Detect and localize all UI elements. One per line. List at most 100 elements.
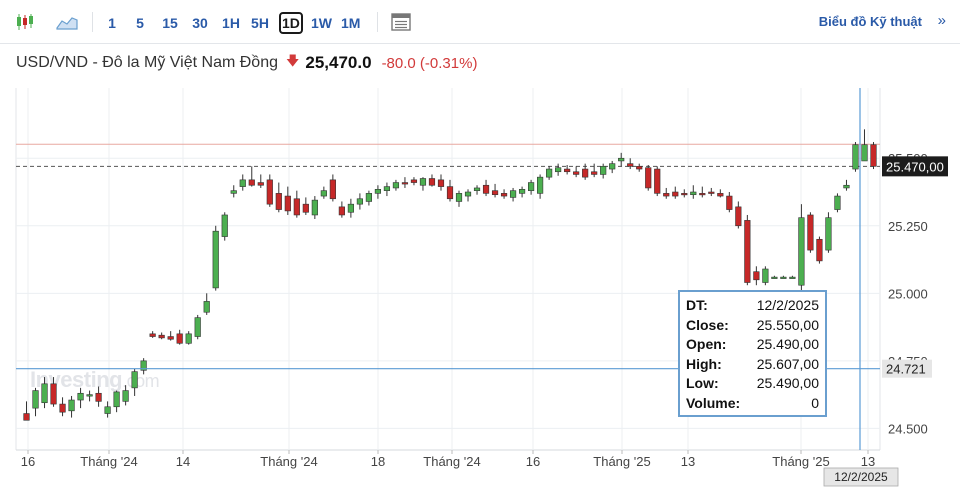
candle — [239, 174, 246, 191]
tooltip-value: 25.490,00 — [756, 375, 819, 392]
candle-body — [239, 179, 246, 187]
candle — [257, 174, 264, 188]
candle-body — [365, 193, 372, 202]
timeframe-30[interactable]: 30 — [192, 15, 208, 31]
candle-body — [609, 163, 616, 170]
candle — [419, 177, 427, 191]
timeframe-1w[interactable]: 1W — [311, 15, 332, 31]
grid-settings-icon[interactable] — [388, 10, 414, 34]
technical-chart-link[interactable]: Biểu đồ Kỹ thuật — [818, 14, 922, 29]
candle — [636, 163, 643, 172]
candle — [248, 166, 255, 187]
candle — [708, 187, 715, 197]
tooltip-value: 12/2/2025 — [756, 297, 819, 313]
candle — [843, 179, 850, 191]
candle — [194, 314, 201, 340]
candle-body — [627, 163, 634, 167]
crosshair-price-label: 24.721 — [886, 362, 926, 377]
timeframe-1m[interactable]: 1M — [341, 15, 361, 31]
candle — [645, 164, 652, 191]
candle — [365, 190, 372, 206]
candle — [212, 225, 219, 291]
candle — [104, 401, 111, 418]
candlestick-icon[interactable] — [12, 10, 38, 34]
candle — [473, 185, 481, 195]
candle — [347, 198, 354, 218]
tooltip-value: 25.490,00 — [756, 336, 819, 353]
candle-body — [708, 191, 715, 194]
candle-body — [401, 182, 409, 185]
candle — [221, 212, 228, 241]
candle-body — [681, 193, 688, 196]
tooltip-value: 25.550,00 — [756, 316, 819, 333]
candle — [113, 390, 120, 413]
candle-body — [600, 166, 607, 175]
x-tick-label: 14 — [176, 454, 190, 469]
y-tick-label: 25.000 — [888, 286, 928, 301]
candle — [816, 236, 823, 264]
last-price: 25,470.0 — [305, 53, 372, 72]
candle-body — [843, 184, 850, 189]
double-chevron-right-icon[interactable]: » — [937, 12, 946, 29]
timeframe-1h[interactable]: 1H — [222, 15, 240, 31]
candle-body — [59, 403, 66, 413]
timeframe-5[interactable]: 5 — [136, 15, 144, 31]
candle-body — [176, 333, 183, 344]
candle-body — [690, 191, 697, 196]
candle — [852, 142, 859, 172]
candle — [573, 166, 580, 178]
crosshair-price-box — [882, 359, 932, 378]
candle — [95, 386, 102, 407]
candle-body — [482, 184, 490, 194]
candle-body — [528, 182, 535, 191]
candle — [32, 387, 39, 417]
candle-body — [564, 168, 571, 173]
candle-body — [726, 195, 733, 210]
candle — [50, 377, 57, 407]
candle-body — [293, 198, 300, 216]
timeframe-15[interactable]: 15 — [162, 15, 178, 31]
candle-body — [762, 268, 769, 283]
candle-body — [555, 167, 562, 173]
candle-body — [546, 168, 553, 178]
candle — [203, 293, 210, 315]
candle-body — [167, 336, 174, 340]
candle-body — [284, 195, 291, 212]
tooltip-label: High: — [686, 355, 722, 372]
candle — [275, 182, 282, 213]
candle — [356, 193, 363, 210]
candle — [455, 190, 463, 207]
x-tick-label: Tháng '24 — [423, 454, 480, 469]
tooltip-row: Close: 25.550,00 — [686, 316, 819, 336]
candle — [627, 158, 634, 170]
timeframe-1d[interactable]: 1D — [279, 12, 303, 34]
candle-body — [311, 199, 318, 216]
candle-body — [500, 193, 508, 197]
area-chart-icon[interactable] — [54, 10, 80, 34]
x-tick-label: 13 — [861, 454, 875, 469]
candle-body — [329, 179, 336, 200]
candle-body — [636, 166, 643, 170]
candle-body — [455, 193, 463, 202]
candle-body — [104, 406, 111, 414]
candle — [311, 196, 318, 220]
candle-body — [789, 276, 796, 279]
candle — [167, 331, 174, 341]
candle — [374, 185, 382, 199]
instrument-header: USD/VND - Đô la Mỹ Việt Nam Đồng 🡇 25,47… — [16, 52, 477, 74]
candle-body — [320, 190, 327, 197]
candle — [320, 186, 327, 199]
candlesticks — [23, 129, 877, 421]
candle-body — [780, 276, 787, 279]
candle — [392, 179, 400, 191]
timeframe-5h[interactable]: 5H — [251, 15, 269, 31]
candle — [140, 358, 147, 375]
candle-body — [257, 182, 264, 186]
tooltip-row: High: 25.607,00 — [686, 355, 819, 375]
candle-body — [374, 189, 382, 194]
price-change: -80.0 (-0.31%) — [381, 54, 478, 72]
y-tick-label: 24.500 — [888, 421, 928, 436]
candle — [266, 174, 273, 207]
candle-body — [356, 198, 363, 205]
timeframe-1[interactable]: 1 — [108, 15, 116, 31]
